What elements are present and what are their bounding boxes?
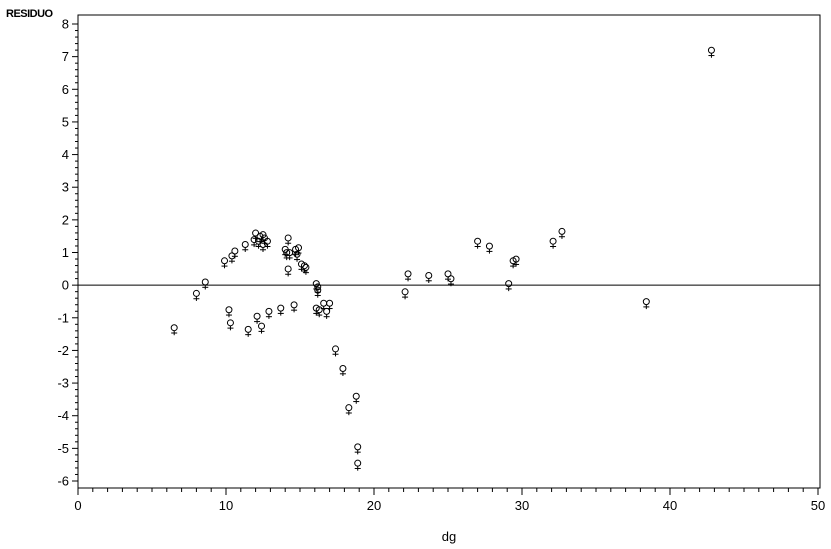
- data-point: [250, 236, 258, 248]
- y-axis-title: RESIDUO: [6, 8, 54, 20]
- data-point: [241, 240, 249, 252]
- data-point: [314, 286, 322, 298]
- y-tick-label: 5: [62, 114, 69, 129]
- y-tick-label: 7: [62, 49, 69, 64]
- y-tick-label: -5: [57, 441, 69, 456]
- y-tick-label: -1: [57, 310, 69, 325]
- data-point: [512, 255, 520, 267]
- data-point: [228, 252, 236, 264]
- data-point: [352, 392, 360, 404]
- data-point: [293, 250, 301, 262]
- y-tick-label: 4: [62, 147, 69, 162]
- data-point: [558, 227, 566, 239]
- data-point: [192, 289, 200, 301]
- data-point: [295, 244, 303, 256]
- data-points: [170, 46, 715, 471]
- data-point: [549, 237, 557, 249]
- data-point: [339, 365, 347, 377]
- plot-frame: [77, 14, 821, 489]
- data-point: [485, 242, 493, 254]
- data-point: [401, 288, 409, 300]
- data-point: [263, 237, 271, 249]
- y-tick-label: 8: [62, 17, 69, 32]
- y-tick-label: 1: [62, 245, 69, 260]
- data-point: [286, 249, 294, 261]
- x-tick-label: 0: [74, 498, 81, 513]
- y-tick-label: -2: [57, 343, 69, 358]
- data-point: [326, 299, 334, 311]
- data-point: [354, 443, 362, 455]
- y-axis: -6 -5 -4 -3 -2 -1 0 1 2 3 4 5 6 7 8: [57, 17, 78, 489]
- data-point: [320, 299, 328, 311]
- data-point: [284, 265, 292, 277]
- data-point: [231, 247, 239, 259]
- y-tick-label: 3: [62, 180, 69, 195]
- data-point: [221, 257, 229, 269]
- data-point: [354, 459, 362, 471]
- data-point: [277, 304, 285, 316]
- x-tick-label: 20: [367, 498, 381, 513]
- data-point: [447, 275, 455, 287]
- x-tick-label: 50: [811, 498, 825, 513]
- data-point: [225, 306, 233, 318]
- data-point: [258, 322, 266, 334]
- x-tick-label: 40: [663, 498, 677, 513]
- data-point: [290, 301, 298, 313]
- data-point: [323, 307, 331, 319]
- data-point: [505, 280, 513, 292]
- x-axis-title: dg: [442, 529, 456, 544]
- data-point: [170, 324, 178, 336]
- data-point: [642, 298, 650, 310]
- y-tick-label: 0: [62, 278, 69, 293]
- data-point: [332, 345, 340, 357]
- y-tick-label: -6: [57, 474, 69, 489]
- data-point: [226, 319, 234, 331]
- y-tick-label: -4: [57, 408, 69, 423]
- x-tick-label: 10: [219, 498, 233, 513]
- data-point: [284, 234, 292, 246]
- y-tick-label: 2: [62, 212, 69, 227]
- data-point: [345, 404, 353, 416]
- data-point: [265, 307, 273, 319]
- data-point: [404, 270, 412, 282]
- data-point: [244, 325, 252, 337]
- data-point: [253, 312, 261, 324]
- y-tick-label: 6: [62, 82, 69, 97]
- data-point: [707, 46, 715, 58]
- x-tick-label: 30: [515, 498, 529, 513]
- x-axis: 0 10 20 30 40 50: [74, 488, 825, 513]
- data-point: [425, 271, 433, 283]
- data-point: [201, 278, 209, 290]
- data-point: [302, 263, 310, 275]
- data-point: [315, 306, 323, 318]
- y-tick-label: -3: [57, 376, 69, 391]
- data-point: [474, 237, 482, 249]
